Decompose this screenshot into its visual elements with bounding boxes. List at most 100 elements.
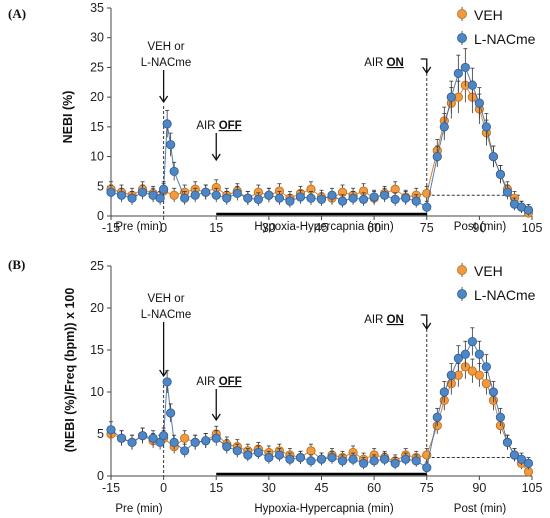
legend-b: VEH L-NACme [474, 263, 536, 303]
data-point-nac-a-25 [337, 196, 348, 206]
data-point-nac-a-3 [137, 187, 148, 197]
data-point-nac-a-44 [502, 187, 513, 197]
data-point-nac-a-1 [116, 190, 127, 200]
data-point-nac-b-33 [422, 462, 432, 473]
data-point-nac-b-7 [162, 377, 172, 387]
data-point-nac-b-1 [116, 433, 127, 443]
data-point-nac-a-42 [488, 151, 499, 162]
drug-annotation-line2-b: L-NACme [141, 309, 191, 321]
data-point-nac-a-23 [316, 194, 327, 204]
data-point-nac-a-33 [422, 202, 432, 212]
x-tick-label-b-5: 60 [367, 481, 381, 495]
data-point-nac-b-46 [516, 454, 527, 464]
data-point-nac-a-8 [166, 140, 176, 150]
data-point-nac-a-17 [253, 194, 263, 204]
x-tick-label-b-6: 75 [420, 481, 434, 495]
data-point-nac-a-22 [306, 193, 316, 203]
data-point-nac-b-12 [201, 436, 211, 446]
panel-label-b: (B) [8, 257, 25, 272]
data-point-nac-a-10 [180, 193, 190, 203]
legend-marker-nac-b [457, 289, 467, 299]
data-point-nac-a-39 [467, 80, 477, 90]
legend-marker-veh-b [457, 265, 467, 275]
data-point-nac-a-2 [127, 193, 137, 203]
data-point-veh-b-37 [474, 370, 484, 380]
data-point-nac-a-34 [432, 151, 442, 162]
x-tick-label-a-6: 75 [420, 221, 434, 235]
data-point-nac-b-35 [439, 387, 449, 397]
data-point-nac-a-27 [358, 194, 369, 204]
section-label-pre-a: Pre (min) [115, 221, 162, 233]
data-point-nac-a-5 [155, 193, 165, 203]
data-point-nac-b-9 [169, 437, 179, 447]
data-point-nac-b-10 [180, 446, 190, 456]
data-point-nac-a-28 [369, 192, 379, 202]
data-point-nac-b-18 [264, 452, 274, 463]
section-label-hh-a: Hypoxia-Hypercapnia (min) [254, 221, 393, 233]
data-point-nac-a-11 [190, 190, 200, 200]
data-point-nac-a-36 [446, 92, 456, 102]
data-point-nac-a-0 [106, 187, 116, 197]
data-point-nac-b-38 [460, 349, 470, 359]
x-tick-label-a-4: 45 [315, 221, 329, 235]
y-tick-label-a-1: 5 [97, 179, 104, 193]
data-point-nac-b-20 [285, 454, 295, 464]
data-point-nac-a-18 [264, 190, 274, 200]
data-point-veh-b-38 [481, 378, 491, 389]
drug-arrow-a-head [159, 95, 169, 104]
data-point-nac-b-40 [474, 349, 484, 359]
data-point-nac-b-34 [432, 412, 442, 422]
data-point-nac-b-6 [159, 431, 169, 441]
data-point-nac-b-36 [446, 370, 456, 380]
data-point-nac-b-37 [453, 353, 463, 363]
data-point-nac-b-43 [495, 412, 506, 422]
data-point-nac-b-39 [467, 336, 477, 347]
y-tick-label-a-0: 0 [97, 209, 104, 223]
data-point-veh-b-7 [180, 433, 190, 443]
air-off-annotation-b: AIR OFF [196, 376, 241, 388]
x-tick-label-a-2: 15 [209, 221, 223, 235]
y-tick-label-a-5: 25 [90, 60, 104, 74]
data-point-nac-b-27 [358, 458, 369, 468]
legend-label-nac-b: L-NACme [474, 287, 536, 303]
data-point-nac-a-43 [495, 169, 506, 179]
x-tick-label-b-1: 0 [160, 481, 167, 495]
data-point-nac-b-4 [148, 433, 158, 443]
data-point-nac-b-30 [390, 458, 400, 468]
y-tick-label-a-6: 30 [90, 31, 104, 45]
data-point-nac-a-47 [523, 205, 534, 215]
data-point-nac-b-21 [295, 452, 306, 463]
data-point-nac-b-22 [306, 456, 316, 466]
x-tick-label-a-7: 90 [472, 221, 486, 235]
y-axis-label-a: NEBI (%) [61, 91, 75, 144]
section-label-post-b: Post (min) [454, 503, 507, 515]
y-tick-label-b-1: 5 [97, 427, 104, 441]
x-tick-label-a-8: 105 [522, 221, 543, 235]
x-tick-label-b-8: 105 [522, 481, 543, 495]
x-tick-label-b-3: 30 [262, 481, 276, 495]
data-point-nac-a-37 [453, 68, 463, 78]
data-point-nac-b-11 [190, 437, 200, 447]
data-point-veh-b-36 [467, 366, 477, 376]
y-tick-label-b-0: 0 [97, 469, 104, 483]
legend-label-veh-b: VEH [474, 263, 503, 279]
data-point-veh-b-19 [306, 446, 316, 456]
drug-annotation-line1-a: VEH or [147, 41, 184, 53]
data-point-nac-b-25 [337, 456, 348, 466]
data-point-nac-b-13 [211, 433, 221, 443]
data-point-nac-a-19 [274, 193, 284, 203]
data-point-nac-b-26 [348, 454, 358, 464]
y-tick-label-b-4: 20 [90, 301, 104, 315]
legend-label-veh-a: VEH [474, 7, 503, 23]
data-point-nac-b-44 [502, 437, 513, 447]
data-point-nac-a-41 [481, 122, 491, 132]
air-on-arrow-b-shaft [420, 314, 428, 329]
air-off-arrow-b-head [211, 413, 221, 422]
y-tick-label-b-5: 25 [90, 259, 104, 273]
data-point-nac-a-16 [243, 193, 253, 203]
data-point-nac-b-32 [411, 456, 421, 466]
data-point-nac-b-23 [316, 454, 327, 464]
data-point-nac-a-20 [285, 196, 295, 206]
air-off-annotation-a: AIR OFF [196, 120, 241, 132]
